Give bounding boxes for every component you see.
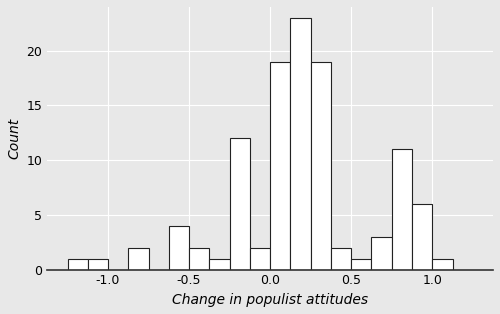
Bar xyxy=(392,149,412,270)
Bar xyxy=(372,237,392,270)
Bar xyxy=(230,138,250,270)
Bar xyxy=(189,248,210,270)
Bar xyxy=(351,259,372,270)
Bar xyxy=(310,62,331,270)
Bar xyxy=(88,259,108,270)
Bar xyxy=(250,248,270,270)
Bar xyxy=(432,259,452,270)
Bar xyxy=(68,259,88,270)
Bar xyxy=(210,259,230,270)
Bar xyxy=(128,248,148,270)
Bar xyxy=(412,204,432,270)
Bar xyxy=(169,226,189,270)
Y-axis label: Count: Count xyxy=(7,118,21,159)
X-axis label: Change in populist attitudes: Change in populist attitudes xyxy=(172,293,368,307)
Bar xyxy=(290,18,310,270)
Bar xyxy=(331,248,351,270)
Bar xyxy=(270,62,290,270)
